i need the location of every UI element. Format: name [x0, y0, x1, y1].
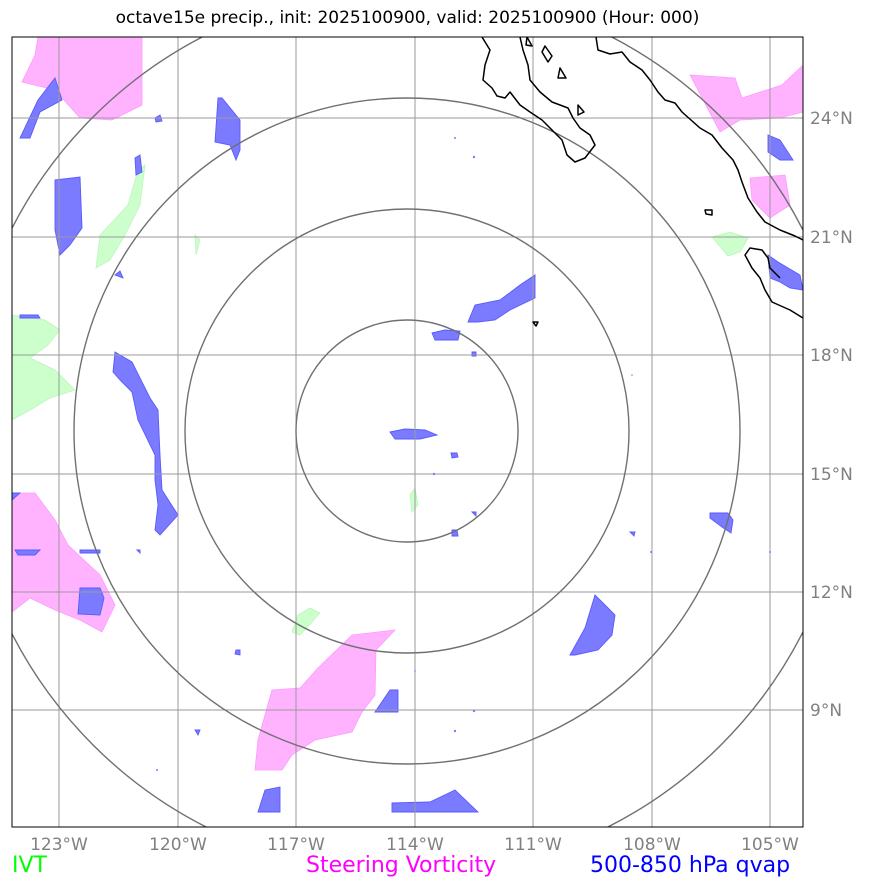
lat-tick-label: 15°N [810, 465, 853, 485]
map-plot-area [12, 37, 803, 827]
legend-steering-vorticity: Steering Vorticity [306, 853, 497, 878]
lon-tick-label: 123°W [30, 835, 88, 855]
lon-tick-label: 105°W [741, 835, 799, 855]
lat-tick-label: 24°N [810, 109, 853, 129]
latitude-ticks: 24°N 21°N 18°N 15°N 12°N 9°N [810, 109, 853, 721]
lat-lon-grid [12, 37, 803, 827]
lon-tick-label: 108°W [623, 835, 681, 855]
lon-tick-label: 117°W [267, 835, 325, 855]
lat-tick-label: 12°N [810, 583, 853, 603]
lon-tick-label: 114°W [386, 835, 444, 855]
plot-frame [11, 36, 804, 828]
legend-qvap: 500-850 hPa qvap [590, 853, 791, 878]
qvap-shading [12, 77, 803, 813]
lat-tick-label: 21°N [810, 228, 853, 248]
coastline [481, 37, 803, 327]
ivt-shading [12, 164, 781, 636]
legend-ivt: IVT [12, 853, 47, 878]
map-title: octave15e precip., init: 2025100900, val… [115, 8, 700, 28]
lon-tick-label: 120°W [149, 835, 207, 855]
lon-tick-label: 111°W [504, 835, 562, 855]
lat-tick-label: 18°N [810, 346, 853, 366]
distance-rings [12, 37, 803, 827]
longitude-ticks: 123°W 120°W 117°W 114°W 111°W 108°W 105°… [30, 835, 799, 855]
lat-tick-label: 9°N [810, 701, 842, 721]
vorticity-shading [12, 37, 803, 771]
minor-features [156, 137, 771, 771]
